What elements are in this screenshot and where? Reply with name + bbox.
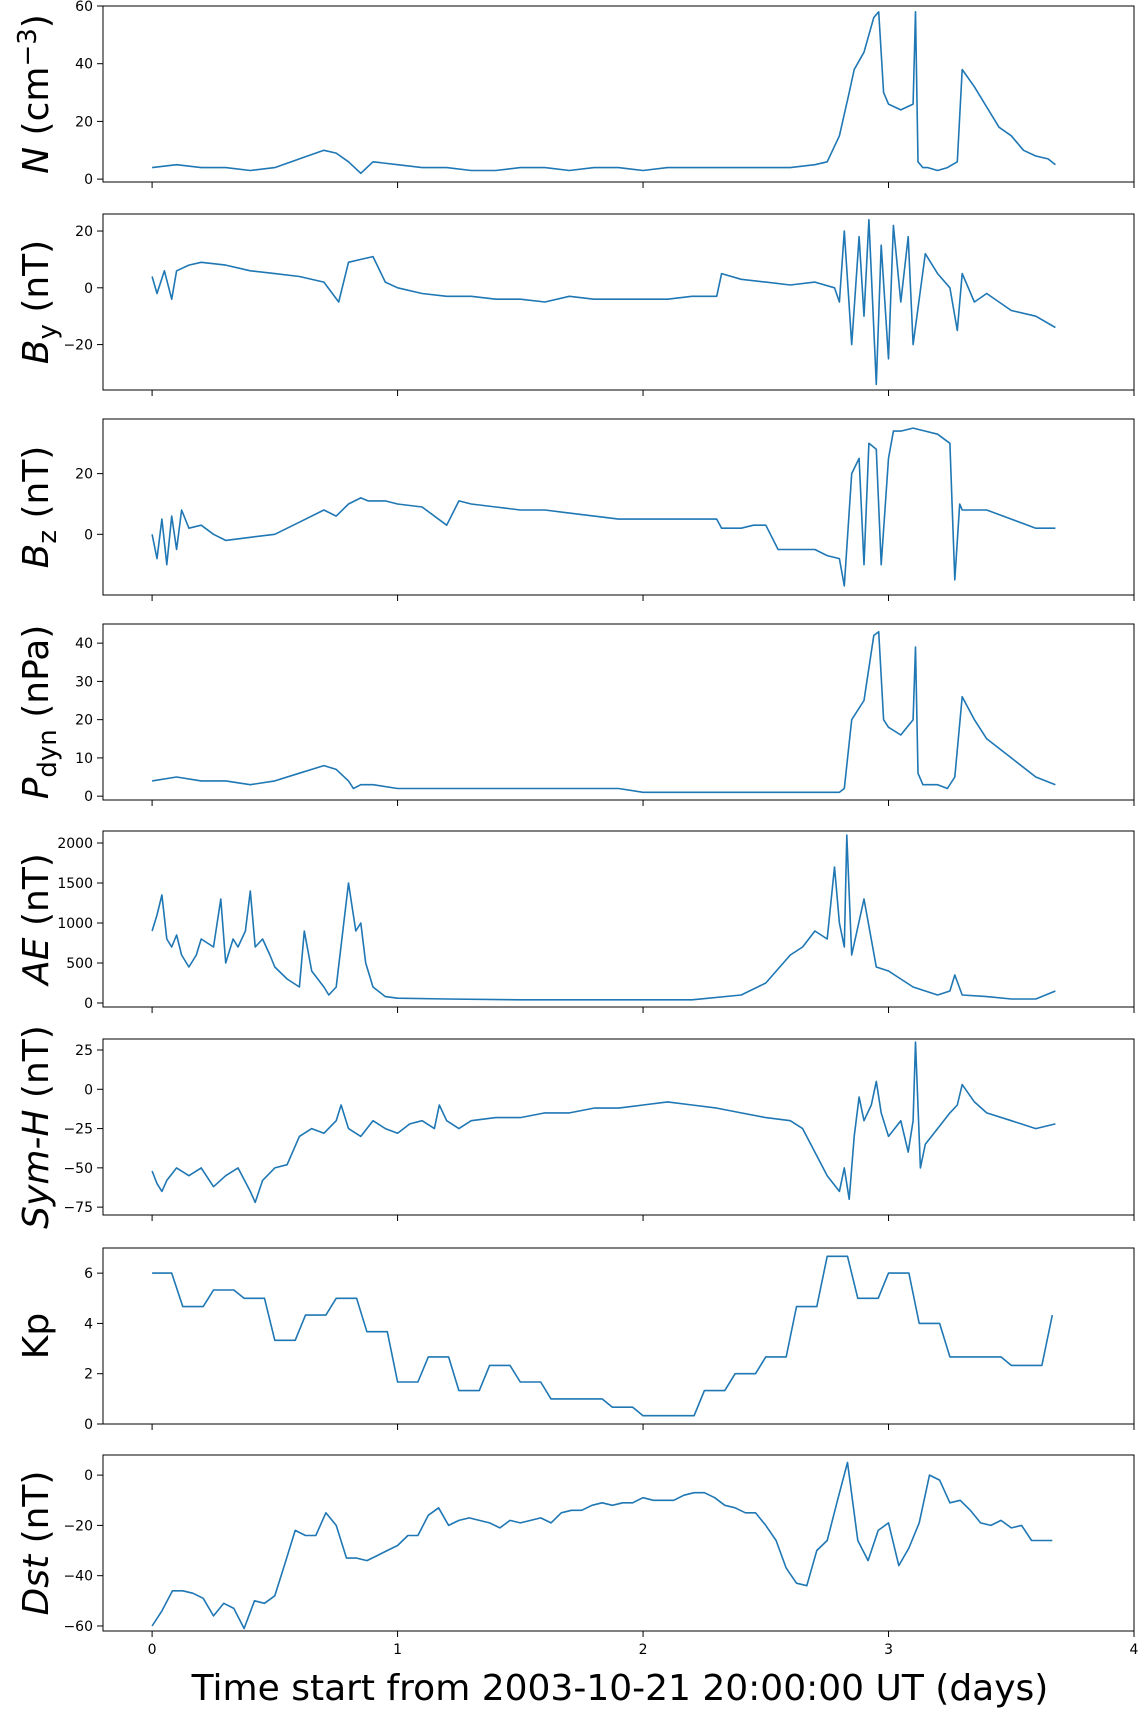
y-tick-label-dst: −60: [63, 1619, 93, 1635]
y-tick-label-dst: −20: [63, 1518, 93, 1534]
y-tick-label-pdyn: 40: [75, 636, 93, 652]
x-axis-label: Time start from 2003-10-21 20:00:00 UT (…: [191, 1668, 1049, 1709]
series-line-ae: [151, 834, 1056, 1001]
y-tick-label-symh: 0: [84, 1082, 93, 1098]
y-tick-label-symh: −50: [63, 1161, 93, 1177]
x-tick-label: 3: [884, 1642, 893, 1658]
series-line-bz: [151, 427, 1056, 587]
y-axis-label-density: N (cm−3): [13, 14, 57, 174]
y-tick-label-pdyn: 30: [75, 674, 93, 690]
y-tick-label-ae: 0: [84, 996, 93, 1012]
y-tick-label-kp: 0: [84, 1417, 93, 1433]
y-axis-label-bz: Bz (nT): [16, 446, 63, 569]
y-tick-label-density: 40: [75, 57, 93, 73]
y-tick-label-dst: −40: [63, 1569, 93, 1585]
y-tick-label-by: 20: [75, 224, 93, 240]
axes-frame-density: [102, 5, 1135, 183]
y-tick-label-ae: 1500: [57, 876, 93, 892]
y-tick-label-ae: 1000: [57, 916, 93, 932]
y-axis-label-kp: Kp: [16, 1313, 57, 1359]
y-axis-label-symh: Sym-H (nT): [16, 1025, 57, 1229]
panel-by: −20 0 20 By (nT): [16, 213, 1135, 396]
series-line-by: [151, 218, 1056, 386]
series-line-symh: [151, 1041, 1056, 1204]
axes-frame-dst: [102, 1454, 1135, 1632]
panel-symh: −75 −50 −25 0 25 Sym-H (nT): [16, 1025, 1135, 1229]
y-tick-label-bz: 0: [84, 527, 93, 543]
y-tick-label-symh: −75: [63, 1200, 93, 1216]
series-line-pdyn: [151, 630, 1056, 794]
y-tick-label-density: 60: [75, 0, 93, 15]
x-tick-label: 1: [393, 1642, 402, 1658]
y-tick-label-by: −20: [63, 338, 93, 354]
y-tick-label-ae: 2000: [57, 836, 93, 852]
series-line-kp: [152, 1255, 1054, 1417]
panel-pdyn: 0 10 20 30 40 Pdyn (nPa): [16, 623, 1135, 806]
x-tick-label: 4: [1130, 1642, 1139, 1658]
y-tick-label-kp: 4: [84, 1316, 93, 1332]
x-tick-label: 2: [639, 1642, 648, 1658]
y-tick-label-by: 0: [84, 281, 93, 297]
series-line-density: [152, 11, 1056, 175]
y-tick-label-dst: 0: [84, 1468, 93, 1484]
y-tick-label-kp: 6: [84, 1266, 93, 1282]
axes-frame-by: [102, 213, 1135, 391]
y-axis-label-dst: Dst (nT): [16, 1471, 57, 1616]
y-axis-label-by: By (nT): [16, 240, 63, 364]
y-tick-label-ae: 500: [66, 956, 93, 972]
series-line-dst: [151, 1461, 1053, 1630]
axes-frame-pdyn: [102, 623, 1135, 801]
panel-bz: 0 20 Bz (nT): [16, 418, 1135, 601]
y-axis-label-ae: AE (nT): [16, 853, 57, 987]
y-tick-label-bz: 20: [75, 467, 93, 483]
y-tick-label-symh: 25: [75, 1043, 93, 1059]
y-tick-label-density: 0: [84, 172, 93, 188]
axes-frame-kp: [102, 1247, 1135, 1425]
y-tick-label-kp: 2: [84, 1367, 93, 1383]
panel-dst: −60 −40 −20 0 0 1 2 3 4 Dst (nT): [16, 1454, 1139, 1658]
y-axis-label-pdyn: Pdyn (nPa): [16, 625, 63, 800]
axes-frame-bz: [102, 418, 1135, 596]
axes-frame-ae: [102, 830, 1135, 1008]
panel-kp: 0 2 4 6 Kp: [16, 1247, 1135, 1433]
y-tick-label-density: 20: [75, 114, 93, 130]
y-tick-label-pdyn: 20: [75, 713, 93, 729]
axes-frame-symh: [102, 1038, 1135, 1216]
y-tick-label-symh: −25: [63, 1122, 93, 1138]
y-tick-label-pdyn: 0: [84, 789, 93, 805]
y-tick-label-pdyn: 10: [75, 751, 93, 767]
panel-density: 0 20 40 60 N (cm−3): [13, 0, 1135, 188]
x-tick-label: 0: [148, 1642, 157, 1658]
